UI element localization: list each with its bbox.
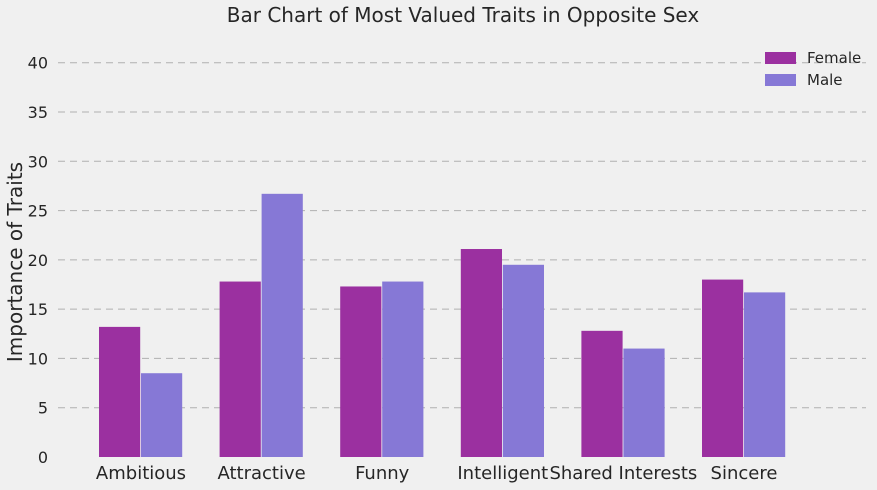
y-tick-label: 5 xyxy=(38,399,48,418)
y-tick-label: 0 xyxy=(38,448,48,467)
y-tick-label: 40 xyxy=(28,54,48,73)
x-tick-label: Attractive xyxy=(217,463,305,484)
bar-female-ambitious xyxy=(99,326,141,457)
bar-female-funny xyxy=(340,286,382,457)
bar-male-sincere xyxy=(744,292,786,457)
bar-male-attractive xyxy=(261,193,303,458)
bar-female-sincere xyxy=(702,279,744,457)
bar-female-attractive xyxy=(219,281,261,457)
chart-title: Bar Chart of Most Valued Traits in Oppos… xyxy=(227,3,700,27)
y-tick-label: 20 xyxy=(28,251,48,270)
y-tick-labels: 0 5 10 15 20 25 30 35 40 xyxy=(28,54,48,467)
bar-male-intelligent xyxy=(502,264,544,457)
x-tick-label: Intelligent xyxy=(457,463,548,484)
legend-swatch-male xyxy=(765,74,796,86)
y-axis-label: Importance of Traits xyxy=(3,162,27,362)
legend-swatch-female xyxy=(765,52,796,64)
legend-label-male: Male xyxy=(807,71,843,89)
bar-male-shared-interests xyxy=(623,348,665,457)
bar-male-funny xyxy=(382,281,424,457)
x-tick-label: Funny xyxy=(355,463,410,484)
y-tick-label: 10 xyxy=(28,349,48,368)
bar-male-ambitious xyxy=(141,373,183,457)
y-tick-label: 25 xyxy=(28,202,48,221)
y-tick-label: 35 xyxy=(28,103,48,122)
bar-female-shared-interests xyxy=(581,330,623,457)
x-tick-label: Shared Interests xyxy=(549,463,697,484)
legend-label-female: Female xyxy=(807,49,861,67)
x-tick-label: Ambitious xyxy=(96,463,186,484)
x-tick-labels: Ambitious Attractive Funny Intelligent Share… xyxy=(96,463,778,484)
bar-female-intelligent xyxy=(460,249,502,457)
bars xyxy=(99,193,786,458)
y-tick-label: 30 xyxy=(28,152,48,171)
legend: Female Male xyxy=(765,49,861,89)
x-tick-label: Sincere xyxy=(711,463,778,484)
y-tick-label: 15 xyxy=(28,300,48,319)
